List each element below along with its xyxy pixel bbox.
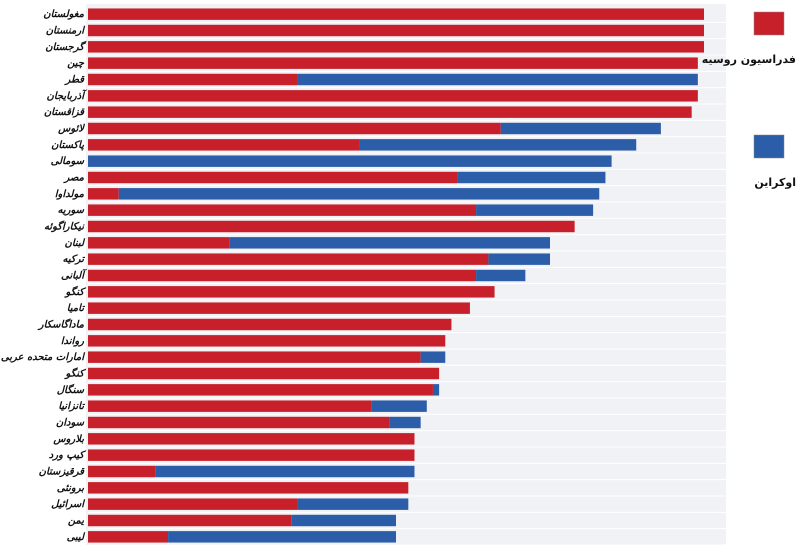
category-label: آلبانی	[61, 269, 87, 282]
bar-segment	[88, 155, 612, 167]
bar-segment	[291, 514, 396, 527]
bar-segment	[88, 449, 415, 461]
category-label: لیبی	[67, 532, 86, 543]
bar-segment	[88, 188, 119, 200]
category-label: تانزانیا	[58, 401, 85, 412]
category-label: مغولستان	[43, 9, 84, 20]
bar-segment	[88, 465, 156, 478]
bar-segment	[155, 465, 415, 478]
bar-segment	[88, 73, 298, 86]
bar-segment	[371, 400, 427, 412]
bar-segment	[88, 318, 452, 331]
bar-segment	[88, 302, 470, 314]
category-label: لائوس	[57, 124, 85, 135]
category-label: رواندا	[61, 336, 84, 347]
category-label: سوریه	[57, 205, 84, 216]
bar-segment	[500, 122, 661, 135]
bar-segment	[118, 188, 600, 200]
bar-segment	[88, 8, 704, 20]
category-label: امارات متحده عربی	[1, 352, 86, 363]
bar-segment	[476, 269, 526, 282]
bar-segment	[297, 498, 409, 510]
bar-segment	[88, 416, 390, 429]
category-label: سودان	[56, 418, 85, 429]
legend-swatch	[753, 11, 785, 36]
category-label: مصر	[62, 173, 84, 184]
category-label: برونئی	[57, 483, 84, 494]
bar-segment	[88, 400, 372, 412]
category-label: قرقیزستان	[39, 467, 86, 478]
category-label: پاکستان	[51, 140, 84, 151]
bar-segment	[88, 531, 169, 543]
category-label: سنگال	[57, 383, 85, 396]
bar-segment	[297, 73, 698, 86]
category-label: ارمنستان	[46, 26, 87, 37]
bar-segment	[229, 237, 550, 249]
bar-segment	[168, 531, 396, 543]
category-label: لبنان	[65, 238, 86, 249]
bar-segment	[88, 335, 446, 347]
bar-segment	[359, 139, 637, 151]
bar-segment	[88, 220, 575, 233]
category-label: اسرائیل	[51, 499, 86, 510]
bar-segment	[420, 351, 446, 363]
category-label: یمن	[68, 516, 84, 527]
bar-segment	[88, 367, 440, 380]
bar-segment	[476, 204, 594, 216]
bar-segment	[88, 24, 704, 37]
bar-segment	[457, 171, 606, 184]
category-label: آذربایجان	[46, 89, 87, 102]
bar-segment	[88, 269, 477, 282]
bar-segment	[88, 171, 458, 184]
category-label: ترکیه	[63, 254, 86, 265]
bar-segment	[88, 286, 495, 298]
bar-segment	[432, 384, 440, 396]
category-label: کیپ ورد	[49, 450, 86, 461]
bar-segment	[389, 416, 421, 429]
legend-swatch	[753, 134, 785, 159]
bar-segment	[88, 253, 489, 265]
bar-segment	[488, 253, 550, 265]
legend-label: فدراسیون روسیه	[702, 53, 796, 66]
bar-segment	[88, 498, 298, 510]
category-label: سومالی	[51, 156, 85, 167]
category-label: قزاقستان	[44, 107, 85, 118]
bar-segment	[88, 122, 501, 135]
category-label: کنگو	[64, 285, 87, 298]
category-label: کنگو	[64, 367, 87, 380]
bar-segment	[88, 237, 230, 249]
bar-segment	[88, 41, 704, 53]
bar-segment	[88, 90, 698, 102]
category-label: چین	[67, 58, 85, 69]
category-label: قطر	[63, 75, 85, 86]
bar-segment	[88, 482, 409, 494]
bar-segment	[88, 106, 692, 118]
category-label: گرجستان	[45, 40, 87, 53]
category-label: نیکاراگوئه	[44, 220, 85, 233]
bar-segment	[88, 384, 433, 396]
category-label: بلاروس	[52, 434, 84, 445]
bar-segment	[88, 204, 477, 216]
bar-segment	[88, 57, 698, 69]
bar-segment	[88, 433, 415, 445]
legend-label: اوکراین	[754, 176, 796, 189]
category-label: مولداوا	[55, 189, 85, 200]
category-label: ماداگاسکار	[37, 318, 85, 331]
bar-segment	[88, 514, 292, 527]
bar-segment	[88, 139, 360, 151]
bar-segment	[88, 351, 421, 363]
category-label: تامیا	[67, 303, 85, 314]
